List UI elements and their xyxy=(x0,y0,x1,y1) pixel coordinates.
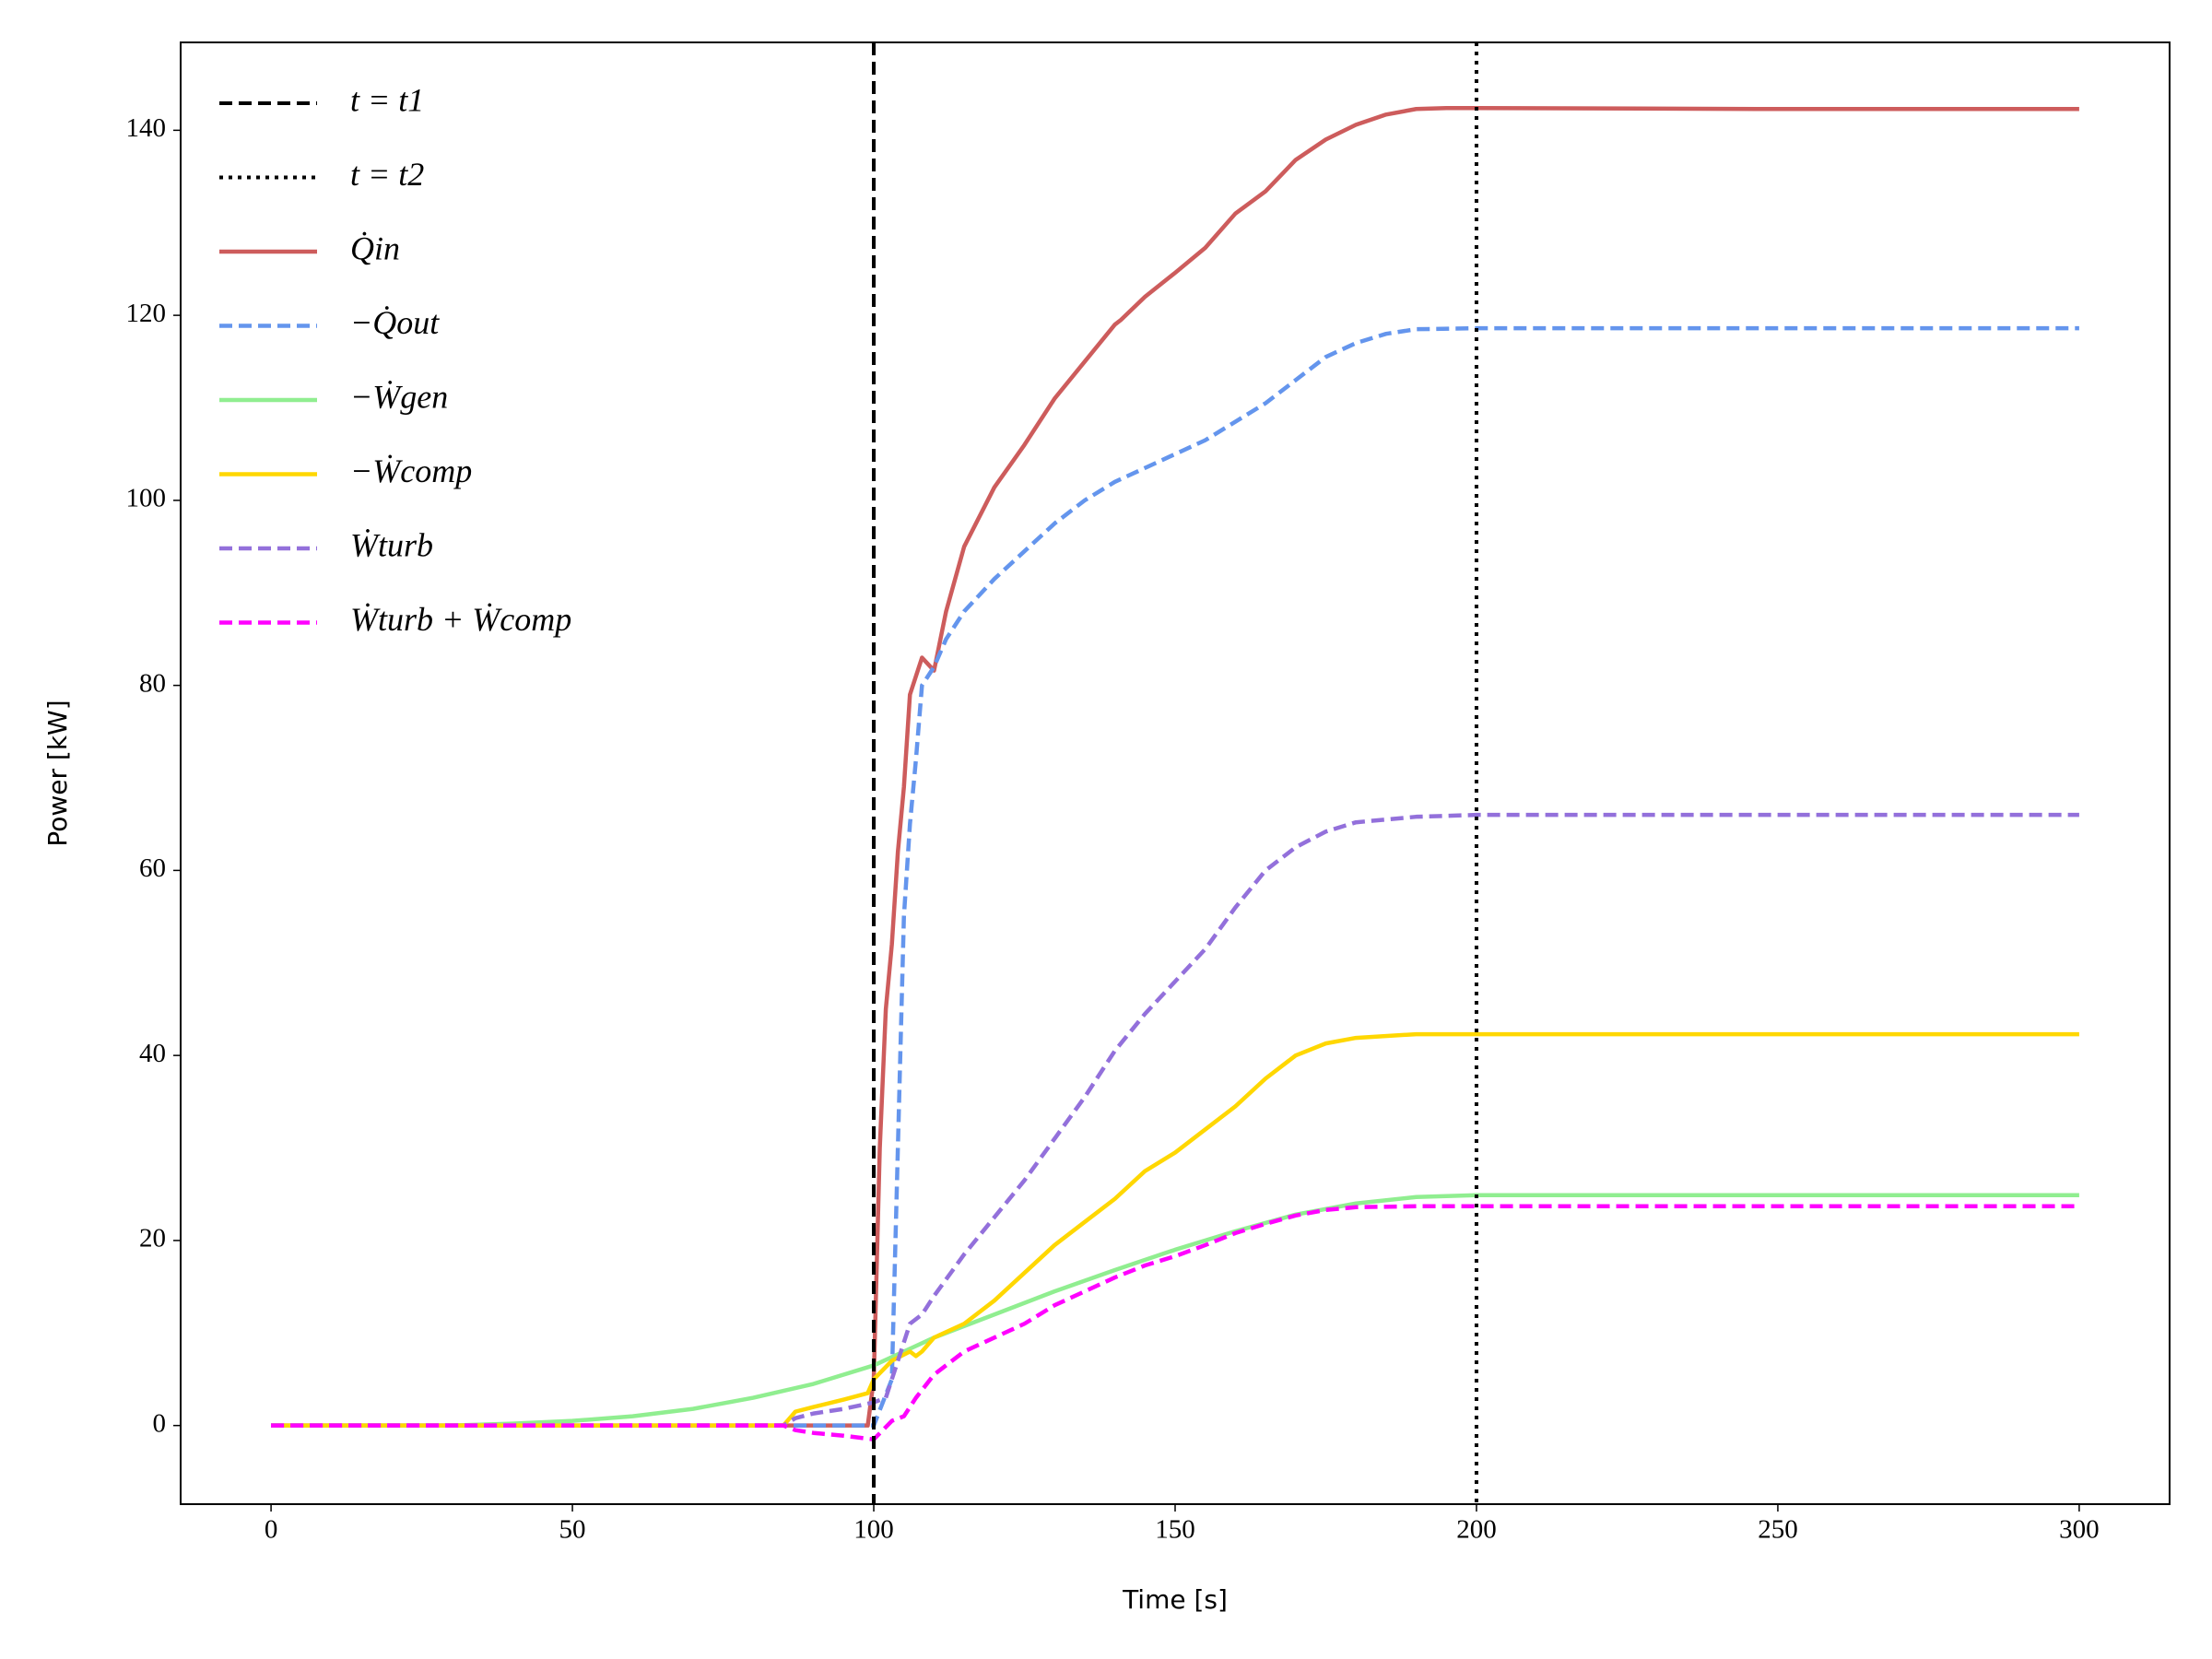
series-line xyxy=(271,1031,2079,1428)
legend-label: Ẇturb + Ẇcomp xyxy=(350,601,571,638)
x-tick-label: 150 xyxy=(1155,1515,1195,1545)
series-line xyxy=(271,106,2079,1428)
y-tick-label: 80 xyxy=(139,668,166,698)
legend-label: −Ẇcomp xyxy=(350,453,472,489)
x-tick-label: 300 xyxy=(2059,1515,2100,1545)
y-tick-label: 0 xyxy=(153,1408,167,1438)
y-axis-label: Power [kW] xyxy=(42,700,73,846)
y-tick-label: 20 xyxy=(139,1224,166,1253)
legend-label: t = t1 xyxy=(350,81,424,118)
legend-label: −Ẇgen xyxy=(350,378,448,415)
legend-label: Q̇in xyxy=(350,229,400,266)
y-tick-label: 140 xyxy=(126,113,167,143)
x-tick-label: 250 xyxy=(1758,1515,1798,1545)
y-tick-label: 100 xyxy=(126,484,167,513)
x-tick-label: 0 xyxy=(265,1515,278,1545)
legend-label: t = t2 xyxy=(350,156,424,193)
x-tick-label: 50 xyxy=(559,1515,586,1545)
legend-label: Ẇturb xyxy=(350,526,433,563)
x-axis-label: Time [s] xyxy=(1122,1584,1228,1615)
y-tick-label: 120 xyxy=(126,299,167,328)
legend-label: −Q̇out xyxy=(350,304,440,341)
x-tick-label: 100 xyxy=(853,1515,894,1545)
series-line xyxy=(271,1193,2079,1428)
series-line xyxy=(271,1204,2079,1441)
plot-frame xyxy=(180,41,2171,1505)
series-line xyxy=(271,325,2079,1428)
y-tick-label: 40 xyxy=(139,1039,166,1068)
series-line xyxy=(271,812,2079,1428)
y-tick-label: 60 xyxy=(139,853,166,883)
x-tick-label: 200 xyxy=(1456,1515,1497,1545)
